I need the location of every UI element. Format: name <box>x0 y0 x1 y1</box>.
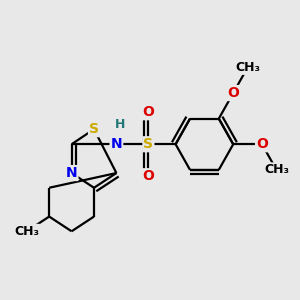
Text: O: O <box>142 169 154 183</box>
Text: S: S <box>143 137 153 151</box>
Text: CH₃: CH₃ <box>14 225 39 238</box>
Text: O: O <box>227 86 239 100</box>
Text: O: O <box>256 137 268 151</box>
Text: S: S <box>89 122 99 136</box>
Text: CH₃: CH₃ <box>264 163 289 176</box>
Text: N: N <box>66 166 77 180</box>
Text: O: O <box>142 105 154 119</box>
Text: N: N <box>111 137 122 151</box>
Text: H: H <box>114 118 125 131</box>
Text: CH₃: CH₃ <box>235 61 260 74</box>
